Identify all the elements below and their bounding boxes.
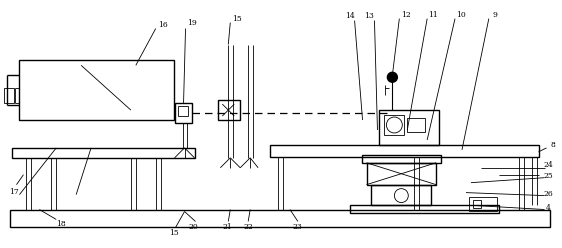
Text: 21: 21 [223,223,232,231]
Bar [270,145,538,157]
Text: 22: 22 [243,223,253,231]
Text: 19: 19 [188,19,197,27]
Text: 18: 18 [56,220,66,228]
Text: 11: 11 [428,11,438,19]
Bar [473,200,481,208]
Bar [20,60,174,120]
Bar [219,100,240,120]
Text: 13: 13 [365,12,374,20]
Text: 25: 25 [543,172,554,180]
Text: 8: 8 [550,141,555,149]
Bar [10,210,551,227]
Text: 15: 15 [232,15,242,23]
Bar [469,197,497,211]
Text: 10: 10 [456,11,466,19]
Text: 26: 26 [543,190,554,198]
Text: 16: 16 [158,21,167,29]
Bar [407,118,425,132]
Text: 23: 23 [293,223,303,231]
Text: 15: 15 [169,229,179,237]
Text: 14: 14 [345,12,355,20]
Bar [178,106,188,116]
Bar [379,110,439,145]
Text: 12: 12 [401,11,411,19]
Bar [3,88,13,103]
Bar [371,185,431,205]
Text: 17: 17 [8,188,19,196]
Bar [175,103,193,123]
Bar [350,205,498,213]
Circle shape [387,72,397,82]
Bar [361,155,441,163]
Bar [11,148,196,158]
Text: 9: 9 [492,11,497,19]
Bar [384,115,404,135]
Text: 20: 20 [189,223,198,231]
Text: 24: 24 [543,161,554,169]
Bar [366,163,436,185]
Text: 4: 4 [546,204,551,212]
